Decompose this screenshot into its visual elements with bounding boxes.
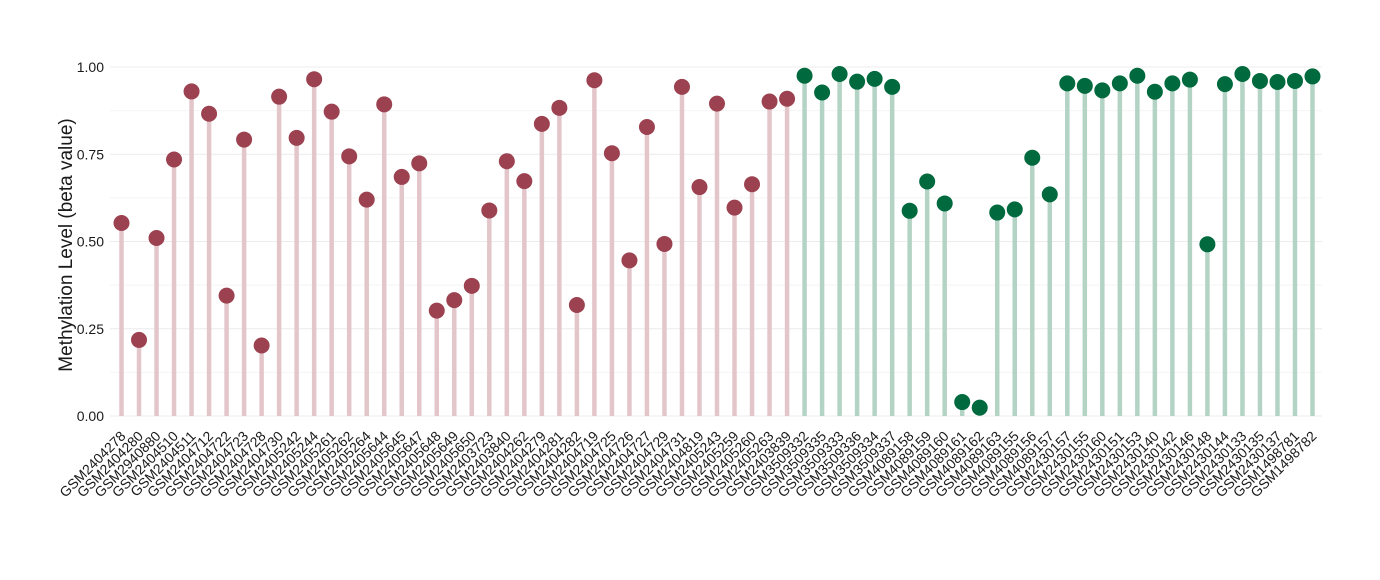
data-point <box>954 394 971 411</box>
data-point <box>183 83 200 100</box>
data-point <box>673 78 690 95</box>
data-point <box>113 215 130 232</box>
data-point <box>516 173 533 190</box>
data-point <box>1059 75 1076 92</box>
data-point <box>1216 76 1233 93</box>
data-point <box>1146 83 1163 100</box>
data-point <box>936 195 953 212</box>
data-point <box>1304 68 1321 85</box>
data-point <box>148 230 165 247</box>
data-point <box>358 191 375 208</box>
data-point <box>831 65 848 82</box>
data-point <box>131 331 148 348</box>
data-point <box>393 168 410 185</box>
data-point <box>744 176 761 193</box>
data-point <box>1006 201 1023 218</box>
data-point <box>1111 75 1128 92</box>
lollipop-points <box>113 65 1321 416</box>
data-point <box>621 252 638 269</box>
data-point <box>901 202 918 219</box>
data-point <box>1024 149 1041 166</box>
data-point <box>306 71 323 88</box>
data-point <box>1251 72 1268 89</box>
data-point <box>446 292 463 309</box>
data-point <box>568 297 585 314</box>
data-point <box>849 73 866 90</box>
y-tick-label: 0.00 <box>77 408 104 424</box>
data-point <box>201 105 218 122</box>
data-point <box>1164 75 1181 92</box>
data-point <box>498 153 515 170</box>
data-point <box>166 151 183 168</box>
y-axis: 0.00 0.25 0.50 0.75 1.00 <box>77 59 104 424</box>
data-point <box>1094 82 1111 99</box>
data-point <box>1269 74 1286 91</box>
data-point <box>1181 71 1198 88</box>
data-point <box>253 337 270 354</box>
data-point <box>533 115 550 132</box>
data-point <box>638 119 655 136</box>
data-point <box>814 84 831 101</box>
data-point <box>323 103 340 120</box>
y-axis-title: Methylation Level (beta value) <box>56 118 77 371</box>
data-point <box>1129 67 1146 84</box>
y-tick-label: 1.00 <box>77 59 104 75</box>
data-point <box>341 148 358 165</box>
lollipop-stems <box>119 73 1315 416</box>
data-point <box>411 155 428 172</box>
data-point <box>1234 65 1251 82</box>
data-point <box>884 78 901 95</box>
data-point <box>691 179 708 196</box>
data-point <box>779 90 796 107</box>
data-point <box>271 88 288 105</box>
data-point <box>586 72 603 89</box>
data-point <box>218 287 235 304</box>
data-point <box>603 145 620 162</box>
data-point <box>376 96 393 113</box>
data-point <box>656 235 673 252</box>
data-point <box>288 129 305 146</box>
y-tick-label: 0.75 <box>77 146 104 162</box>
y-tick-label: 0.50 <box>77 234 104 250</box>
data-point <box>1041 186 1058 203</box>
data-point <box>1286 72 1303 89</box>
data-point <box>796 67 813 84</box>
data-point <box>463 277 480 294</box>
data-point <box>1076 77 1093 94</box>
data-point <box>236 131 253 148</box>
y-tick-label: 0.25 <box>77 321 104 337</box>
data-point <box>761 93 778 110</box>
data-point <box>428 302 445 319</box>
data-point <box>709 95 725 112</box>
data-point <box>919 173 936 190</box>
data-point <box>971 399 988 416</box>
data-point <box>866 70 883 87</box>
data-point <box>481 202 498 219</box>
data-point <box>1199 236 1216 253</box>
data-point <box>989 204 1006 221</box>
data-point <box>726 199 743 216</box>
data-point <box>551 99 568 116</box>
x-axis-labels: GSM2404278GSM2404280GSM2940880GSM2404510… <box>56 428 1320 501</box>
